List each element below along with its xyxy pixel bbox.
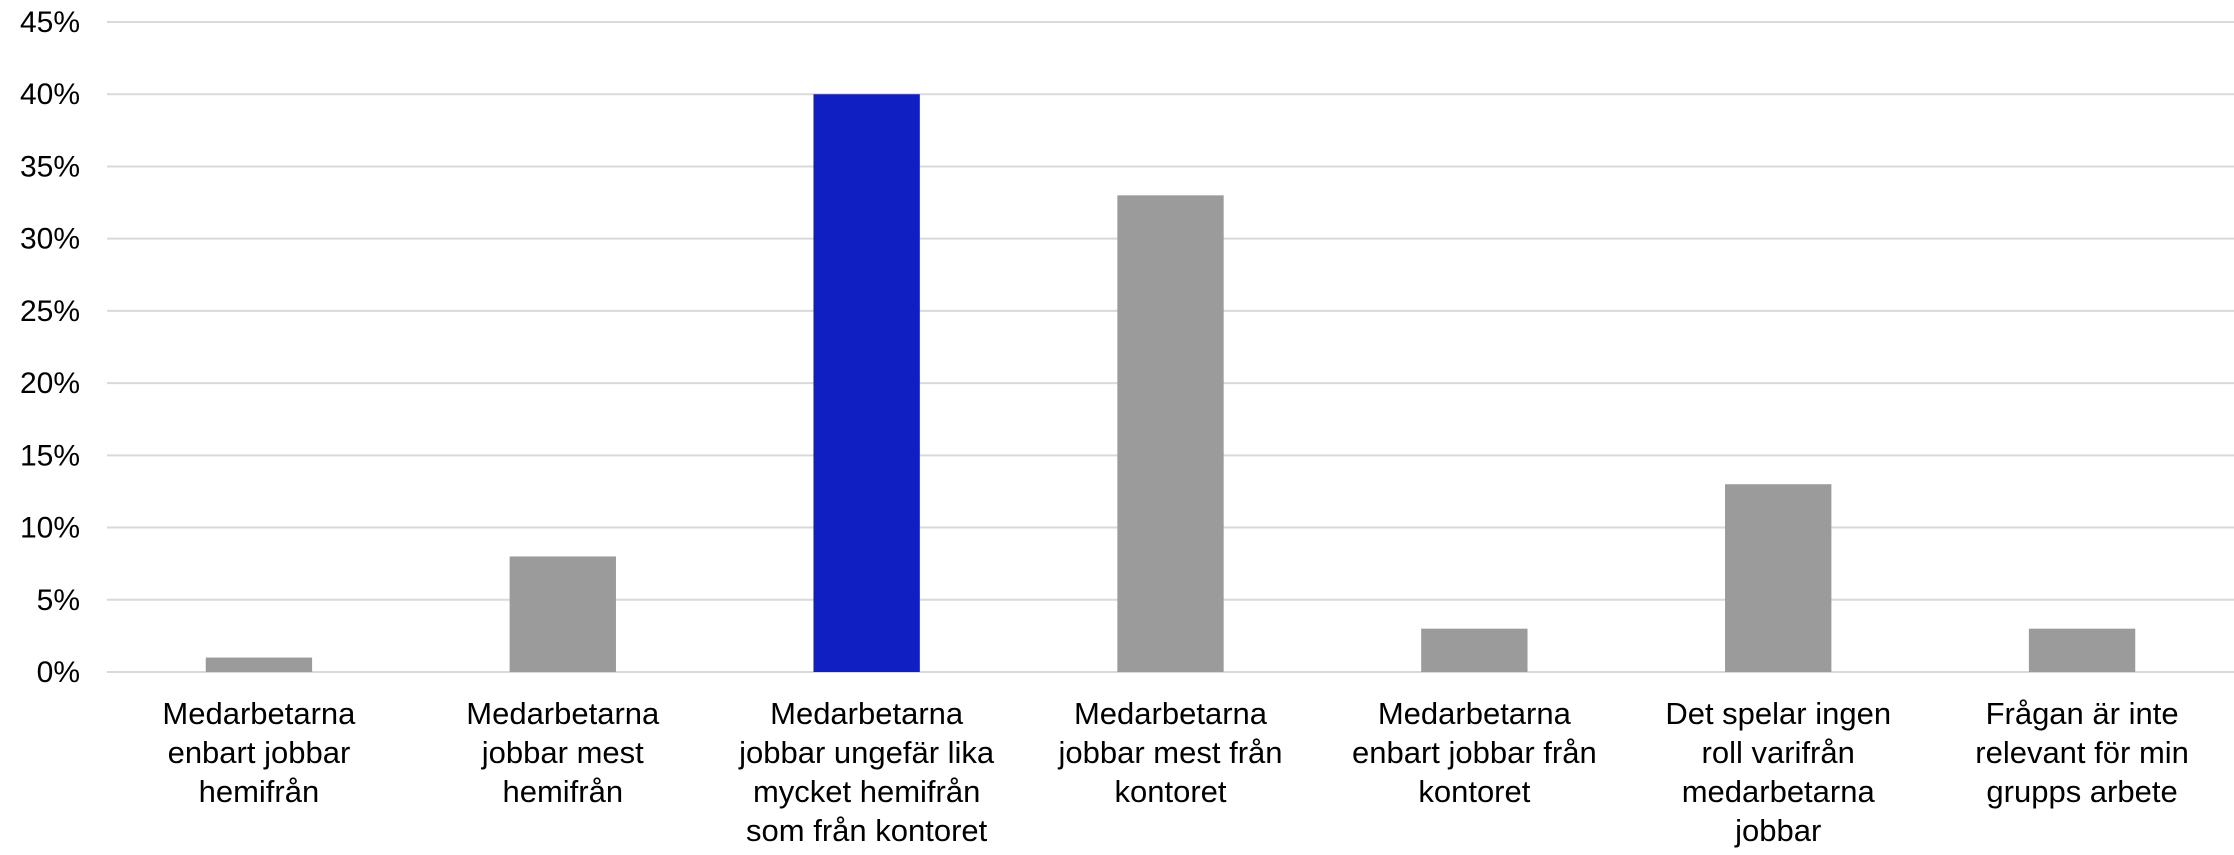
y-axis-ticks: 0% 5% 10% 15% 20% 25% 30% 35% 40% 45% xyxy=(20,6,80,689)
y-tick-label: 10% xyxy=(20,512,80,545)
x-tick-label-line: jobbar xyxy=(1734,813,1821,848)
y-tick-label: 45% xyxy=(20,6,80,39)
y-tick-label: 15% xyxy=(20,439,80,472)
y-tick-label: 0% xyxy=(37,656,80,689)
x-tick-label-line: som från kontoret xyxy=(746,813,988,848)
bar xyxy=(509,556,616,672)
bar xyxy=(1117,195,1224,673)
x-tick-label-line: enbart jobbar xyxy=(168,735,351,770)
x-tick-label-line: kontoret xyxy=(1418,774,1530,809)
bar xyxy=(813,94,920,672)
x-tick-label: Medarbetarna jobbar ungefär lika mycket he… xyxy=(738,696,995,848)
x-tick-label-line: roll varifrån xyxy=(1702,735,1855,770)
x-tick-label-line: Det spelar ingen xyxy=(1665,696,1891,731)
x-tick-label: Medarbetarna enbart jobbar från kontoret xyxy=(1352,696,1597,809)
x-tick-label-line: Medarbetarna xyxy=(1074,696,1268,731)
x-tick-label-line: Medarbetarna xyxy=(162,696,356,731)
bar xyxy=(1725,484,1832,672)
y-tick-label: 20% xyxy=(20,367,80,400)
x-tick-label-line: jobbar ungefär lika xyxy=(738,735,995,770)
x-tick-label-line: jobbar mest xyxy=(481,735,644,770)
x-tick-label-line: enbart jobbar från xyxy=(1352,735,1597,770)
x-tick-label: Medarbetarna jobbar mest från kontoret xyxy=(1058,696,1283,809)
x-axis-ticks: Medarbetarna enbart jobbar hemifrånMedarbe… xyxy=(162,696,2188,848)
bar xyxy=(2028,628,2136,672)
y-tick-label: 40% xyxy=(20,78,80,111)
x-tick-label-line: Medarbetarna xyxy=(1378,696,1572,731)
x-tick-label: Medarbetarna jobbar mest hemifrån xyxy=(466,696,660,809)
x-tick-label-line: hemifrån xyxy=(502,774,623,809)
bar xyxy=(1421,628,1528,672)
bars xyxy=(205,94,2136,673)
x-tick-label: Frågan är inte relevant för min grupps arb… xyxy=(1975,696,2189,809)
x-tick-label-line: relevant för min xyxy=(1975,735,2189,770)
bar xyxy=(205,657,313,672)
x-tick-label-line: kontoret xyxy=(1114,774,1226,809)
x-tick-label-line: hemifrån xyxy=(199,774,320,809)
x-tick-label-line: Medarbetarna xyxy=(466,696,660,731)
x-tick-label-line: Frågan är inte xyxy=(1986,696,2179,731)
y-tick-label: 5% xyxy=(37,584,80,617)
x-tick-label: Medarbetarna enbart jobbar hemifrån xyxy=(162,696,356,809)
x-tick-label-line: Medarbetarna xyxy=(770,696,964,731)
x-tick-label-line: mycket hemifrån xyxy=(753,774,980,809)
y-tick-label: 35% xyxy=(20,150,80,183)
x-tick-label-line: grupps arbete xyxy=(1986,774,2177,809)
x-tick-label: Det spelar ingen roll varifrån medarbetarn… xyxy=(1665,696,1891,848)
y-tick-label: 30% xyxy=(20,223,80,256)
x-tick-label-line: jobbar mest från xyxy=(1058,735,1283,770)
x-tick-label-line: medarbetarna xyxy=(1682,774,1876,809)
y-tick-label: 25% xyxy=(20,295,80,328)
